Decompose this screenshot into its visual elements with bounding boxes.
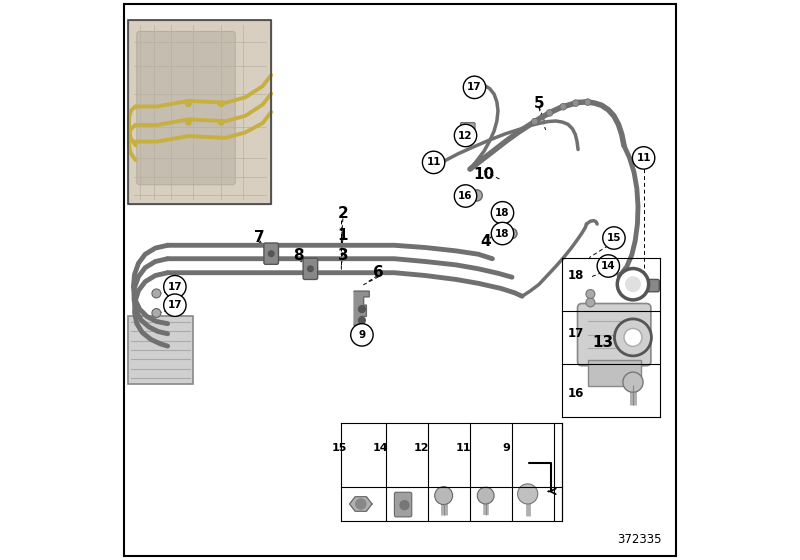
Polygon shape	[354, 291, 370, 328]
Text: 14: 14	[601, 261, 616, 271]
Circle shape	[467, 81, 478, 92]
Text: 11: 11	[456, 443, 471, 453]
Circle shape	[186, 119, 191, 125]
Circle shape	[491, 202, 514, 224]
Circle shape	[560, 104, 566, 110]
Polygon shape	[350, 497, 372, 511]
Text: 2: 2	[338, 207, 348, 221]
Text: 12: 12	[414, 443, 430, 453]
Text: 11: 11	[426, 157, 441, 167]
Circle shape	[572, 100, 579, 106]
Circle shape	[586, 298, 595, 307]
Circle shape	[503, 208, 513, 218]
Text: 18: 18	[495, 228, 510, 239]
Text: 17: 17	[568, 326, 584, 340]
Text: 7: 7	[254, 231, 264, 245]
Text: 16: 16	[568, 386, 584, 400]
Circle shape	[623, 372, 643, 392]
Circle shape	[454, 185, 477, 207]
Circle shape	[152, 289, 161, 298]
FancyBboxPatch shape	[303, 258, 318, 279]
Text: 6: 6	[374, 265, 384, 280]
Circle shape	[478, 487, 494, 504]
Text: 5: 5	[534, 96, 544, 111]
Circle shape	[586, 290, 595, 298]
Text: 14: 14	[373, 443, 389, 453]
Circle shape	[218, 101, 224, 106]
Text: 12: 12	[458, 130, 473, 141]
FancyBboxPatch shape	[137, 31, 235, 185]
Text: 18: 18	[568, 269, 584, 282]
Text: 18: 18	[495, 208, 510, 218]
Circle shape	[422, 151, 445, 174]
Text: 10: 10	[474, 167, 494, 182]
Circle shape	[584, 99, 591, 105]
Circle shape	[269, 251, 274, 256]
Circle shape	[614, 319, 651, 356]
FancyBboxPatch shape	[578, 304, 651, 366]
Text: 17: 17	[467, 82, 482, 92]
Circle shape	[400, 501, 409, 510]
Circle shape	[507, 228, 517, 239]
FancyBboxPatch shape	[461, 123, 475, 133]
Circle shape	[618, 269, 649, 300]
Text: 9: 9	[502, 443, 510, 453]
Circle shape	[358, 317, 366, 324]
Circle shape	[632, 147, 655, 169]
Circle shape	[602, 227, 625, 249]
FancyBboxPatch shape	[645, 279, 659, 292]
Polygon shape	[495, 213, 506, 224]
Circle shape	[626, 277, 640, 291]
Circle shape	[491, 222, 514, 245]
Circle shape	[164, 294, 186, 316]
Circle shape	[531, 118, 538, 125]
Text: 17: 17	[167, 282, 182, 292]
Text: 15: 15	[331, 443, 346, 453]
Text: 8: 8	[293, 249, 303, 263]
Text: 17: 17	[167, 300, 182, 310]
Text: 372335: 372335	[618, 533, 662, 546]
Circle shape	[350, 324, 373, 346]
FancyBboxPatch shape	[128, 316, 193, 384]
Text: 11: 11	[636, 153, 651, 163]
FancyBboxPatch shape	[264, 243, 278, 264]
Text: 9: 9	[358, 330, 366, 340]
Circle shape	[518, 484, 538, 504]
Circle shape	[218, 119, 224, 125]
Circle shape	[186, 101, 191, 106]
Text: 4: 4	[480, 235, 491, 249]
Circle shape	[546, 110, 553, 116]
Circle shape	[164, 276, 186, 298]
FancyBboxPatch shape	[587, 360, 641, 386]
FancyBboxPatch shape	[394, 492, 412, 517]
Circle shape	[463, 76, 486, 99]
Text: 15: 15	[606, 233, 621, 243]
Circle shape	[152, 309, 161, 318]
Circle shape	[358, 306, 366, 312]
Circle shape	[434, 487, 453, 505]
Text: 3: 3	[338, 249, 348, 263]
Text: 1: 1	[338, 228, 348, 242]
Circle shape	[471, 190, 482, 201]
FancyBboxPatch shape	[128, 20, 271, 204]
Circle shape	[308, 266, 314, 272]
Text: 16: 16	[458, 191, 473, 201]
Circle shape	[597, 255, 619, 277]
Circle shape	[356, 499, 366, 509]
Circle shape	[624, 328, 642, 346]
Text: 13: 13	[592, 335, 614, 350]
Circle shape	[454, 124, 477, 147]
